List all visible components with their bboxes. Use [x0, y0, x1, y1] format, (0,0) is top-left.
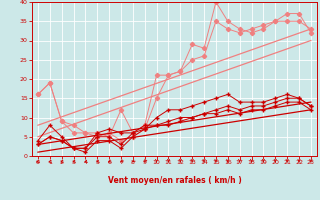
X-axis label: Vent moyen/en rafales ( km/h ): Vent moyen/en rafales ( km/h ) [108, 176, 241, 185]
